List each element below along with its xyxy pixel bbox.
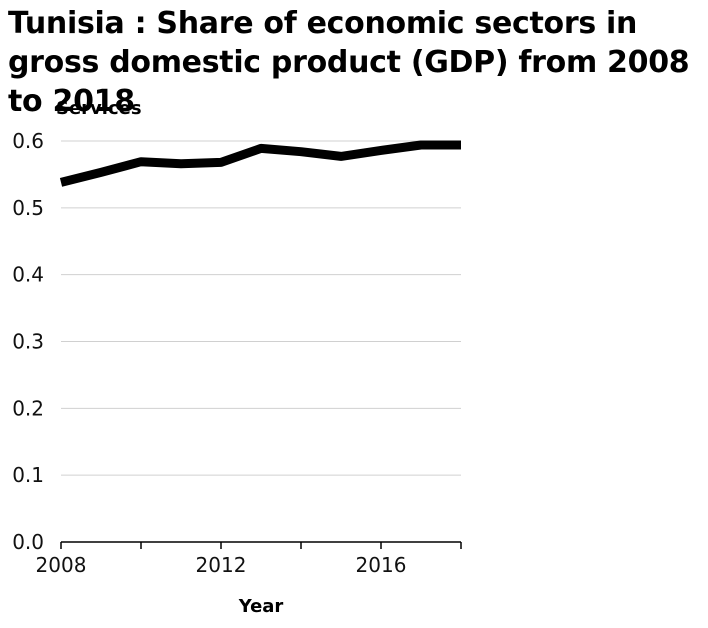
x-tick-label: 2016 xyxy=(356,553,407,577)
y-tick-label: 0.4 xyxy=(12,263,44,287)
gridlines xyxy=(61,140,461,476)
y-tick-label: 0.3 xyxy=(12,330,44,354)
y-axis-ticks: 0.0 0.1 0.2 0.3 0.4 0.5 0.6 xyxy=(12,129,44,554)
y-tick-label: 0.2 xyxy=(12,396,44,420)
y-tick-label: 0.6 xyxy=(12,129,44,153)
x-tick-label: 2008 xyxy=(36,553,87,577)
y-tick-label: 0.1 xyxy=(12,463,44,487)
chart-title: Tunisia : Share of economic sectors in g… xyxy=(8,6,690,119)
x-axis-label: Year xyxy=(238,596,284,617)
y-tick-label: 0.5 xyxy=(12,196,44,220)
series-layer xyxy=(59,140,461,187)
x-tick-label: 2012 xyxy=(196,553,247,577)
y-axis-label: Services xyxy=(56,98,142,119)
y-tick-label: 0.0 xyxy=(12,530,44,554)
x-axis: 2008 2012 2016 xyxy=(36,541,462,577)
series-line xyxy=(59,140,461,187)
